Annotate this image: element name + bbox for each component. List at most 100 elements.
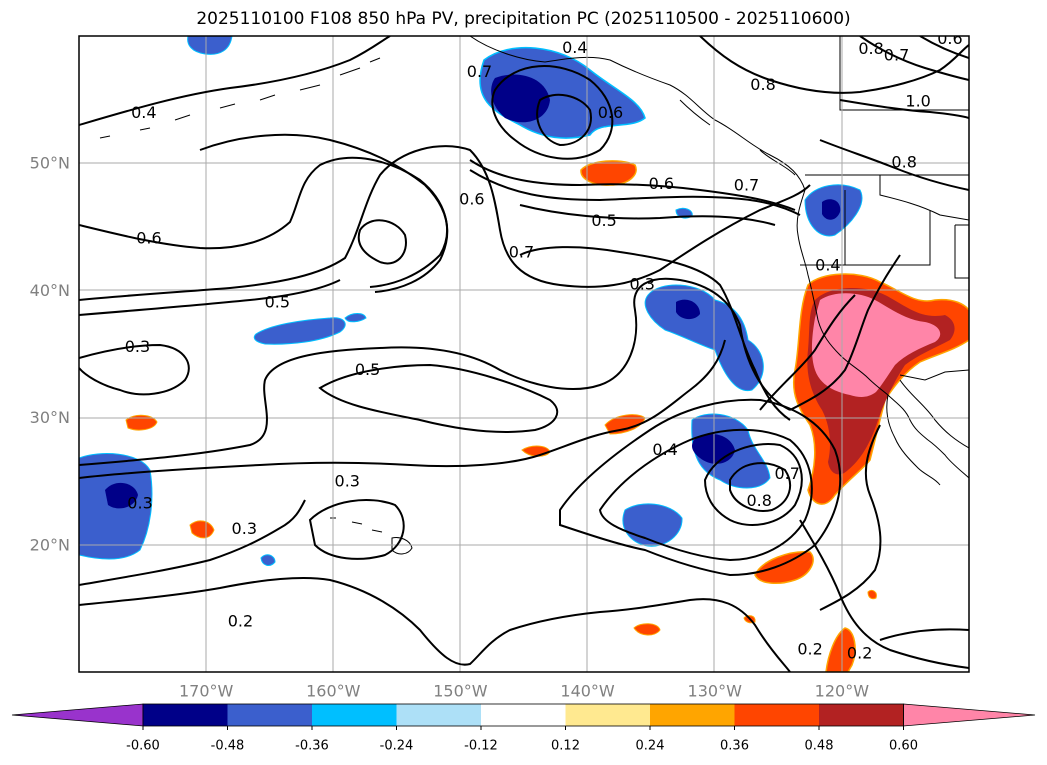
precip-fill-142w xyxy=(580,160,637,186)
colorbar: -0.60 -0.48 -0.36 -0.24 -0.12 0.12 0.24 0.36 0.4… xyxy=(11,703,1036,754)
pv-contour-label: 0.4 xyxy=(131,103,156,122)
precip-fill-170w-small xyxy=(189,520,215,539)
pv-contour-label: 0.8 xyxy=(858,39,883,58)
colorbar-tick-label: -0.36 xyxy=(295,739,329,754)
pv-contour-label: 0.8 xyxy=(746,491,771,510)
lon-tick-label: 140°W xyxy=(560,682,615,701)
colorbar-extend-low xyxy=(11,703,144,727)
pv-contour-ne-06 xyxy=(919,36,969,59)
pv-contour-ne-07 xyxy=(859,36,969,81)
coastline-mexico-mainland xyxy=(899,379,969,449)
pv-contour-gulf-alaska-inner xyxy=(536,93,592,147)
coastline-north-america xyxy=(469,36,969,479)
lon-tick-label: 130°W xyxy=(688,682,743,701)
border-canada-east xyxy=(879,175,969,221)
pv-contour-label: 0.3 xyxy=(125,337,150,356)
pv-contour-03-lower xyxy=(79,499,306,586)
pv-contour-label: 0.6 xyxy=(136,229,161,248)
precip-fill-121w-bottom xyxy=(825,627,856,672)
pv-contour-label: 0.7 xyxy=(734,175,759,194)
pv-contour-ne-10 xyxy=(839,99,969,119)
pv-contour-label: 0.4 xyxy=(562,38,587,57)
pv-contour-07-low xyxy=(703,443,803,526)
colorbar-tick-label: -0.60 xyxy=(126,739,160,754)
pv-contour-06-outer xyxy=(199,133,449,293)
precip-fill-oregon-core xyxy=(822,199,841,220)
pv-contour-06-west xyxy=(79,156,449,288)
pv-contour-04-low-outer xyxy=(559,398,842,577)
coastline-aleutians xyxy=(99,57,381,139)
pv-contour-03-center xyxy=(519,246,791,421)
colorbar-tick-label: -0.12 xyxy=(464,739,498,754)
pv-contour-label: 0.7 xyxy=(774,464,799,483)
map-area: 0.4 0.4 0.6 0.6 0.6 0.7 0.7 0.6 0.7 0.5 0.3 0.5 0.3 0… xyxy=(79,36,969,672)
pv-contour-label: 0.5 xyxy=(265,292,290,311)
gridlines xyxy=(79,36,969,672)
pv-contour-label: 0.4 xyxy=(652,440,677,459)
pv-contour-label: 0.5 xyxy=(355,360,380,379)
pv-contour-05-lower xyxy=(79,279,341,316)
colorbar-segment xyxy=(565,704,651,726)
pv-contour-05-low xyxy=(598,428,813,562)
pv-contour-label: 0.7 xyxy=(509,243,534,262)
pv-contour-label: 0.6 xyxy=(649,174,674,193)
pv-contour-label: 0.2 xyxy=(228,612,253,631)
pv-contour-label: 1.0 xyxy=(905,91,930,110)
colorbar-tick-label: -0.48 xyxy=(211,739,245,754)
pv-contour-labels: 0.4 0.4 0.6 0.6 0.6 0.7 0.7 0.6 0.7 0.5 0.3 0.5 0.3 0… xyxy=(125,36,963,662)
pv-contour-ne-08b xyxy=(819,139,969,191)
coastlines xyxy=(99,36,969,555)
lat-tick-label: 30°N xyxy=(30,408,70,427)
pv-contour-03-loop-west xyxy=(79,343,190,396)
lat-tick-label: 40°N xyxy=(30,281,70,300)
pv-contour-label: 0.3 xyxy=(335,472,360,491)
lon-tick-label: 170°W xyxy=(179,682,234,701)
lon-tick-label: 150°W xyxy=(433,682,488,701)
lat-tick-label: 50°N xyxy=(30,154,70,173)
pv-contour-02-east xyxy=(819,424,882,611)
pv-contour-label: 0.4 xyxy=(815,255,840,274)
pv-contour-07-loop xyxy=(357,219,407,265)
colorbar-segment xyxy=(227,704,313,726)
pv-contour-label: 0.7 xyxy=(884,46,909,65)
colorbar-tick-label: -0.24 xyxy=(380,739,414,754)
longitude-labels: 170°W 160°W 150°W 140°W 130°W 120°W xyxy=(179,682,869,701)
lon-tick-label: 120°W xyxy=(815,682,870,701)
precip-fill-west-edge-core xyxy=(105,482,138,509)
precip-fill-small-156w xyxy=(344,313,367,323)
pv-contours xyxy=(79,36,969,672)
pv-contour-02-bottom xyxy=(79,576,791,672)
colorbar-segment xyxy=(312,704,397,726)
pv-contour-label: 0.6 xyxy=(459,189,484,208)
pv-contour-08-low xyxy=(729,462,792,512)
pv-contour-label: 0.7 xyxy=(467,62,492,81)
precip-fill-138w-core xyxy=(676,299,700,320)
colorbar-tick-label: 0.12 xyxy=(551,739,580,754)
border-alaska xyxy=(839,36,969,111)
pv-contour-label: 0.2 xyxy=(847,643,872,662)
border-us-mexico xyxy=(899,369,969,381)
colorbar-tick-label: 0.36 xyxy=(720,739,749,754)
precip-fill-small-162w xyxy=(260,554,276,566)
pv-contour-03-hawaii xyxy=(79,339,726,479)
colorbar-extend-high xyxy=(903,703,1036,727)
pv-contour-05-loop-center xyxy=(318,363,559,433)
lon-tick-label: 160°W xyxy=(306,682,361,701)
pv-contour-label: 0.2 xyxy=(797,640,822,659)
precip-fill-172w xyxy=(125,414,158,431)
colorbar-segment xyxy=(819,704,904,726)
pv-contour-label: 0.8 xyxy=(750,75,775,94)
pv-contour-06-jet xyxy=(469,169,801,216)
pv-contour-05-jet xyxy=(519,204,776,226)
colorbar-segment xyxy=(650,704,735,726)
pv-contour-gulf-alaska-loops xyxy=(491,65,614,160)
pv-contour-04-wide xyxy=(79,277,791,466)
lat-tick-label: 20°N xyxy=(30,535,70,554)
precip-fill-160w xyxy=(253,317,346,345)
map-frame xyxy=(78,35,970,673)
pv-contour-06-low-ridge xyxy=(759,294,969,669)
pv-contour-label: 0.3 xyxy=(127,493,152,512)
latitude-labels: 50°N 40°N 30°N 20°N xyxy=(30,154,70,555)
colorbar-segment xyxy=(481,704,566,726)
